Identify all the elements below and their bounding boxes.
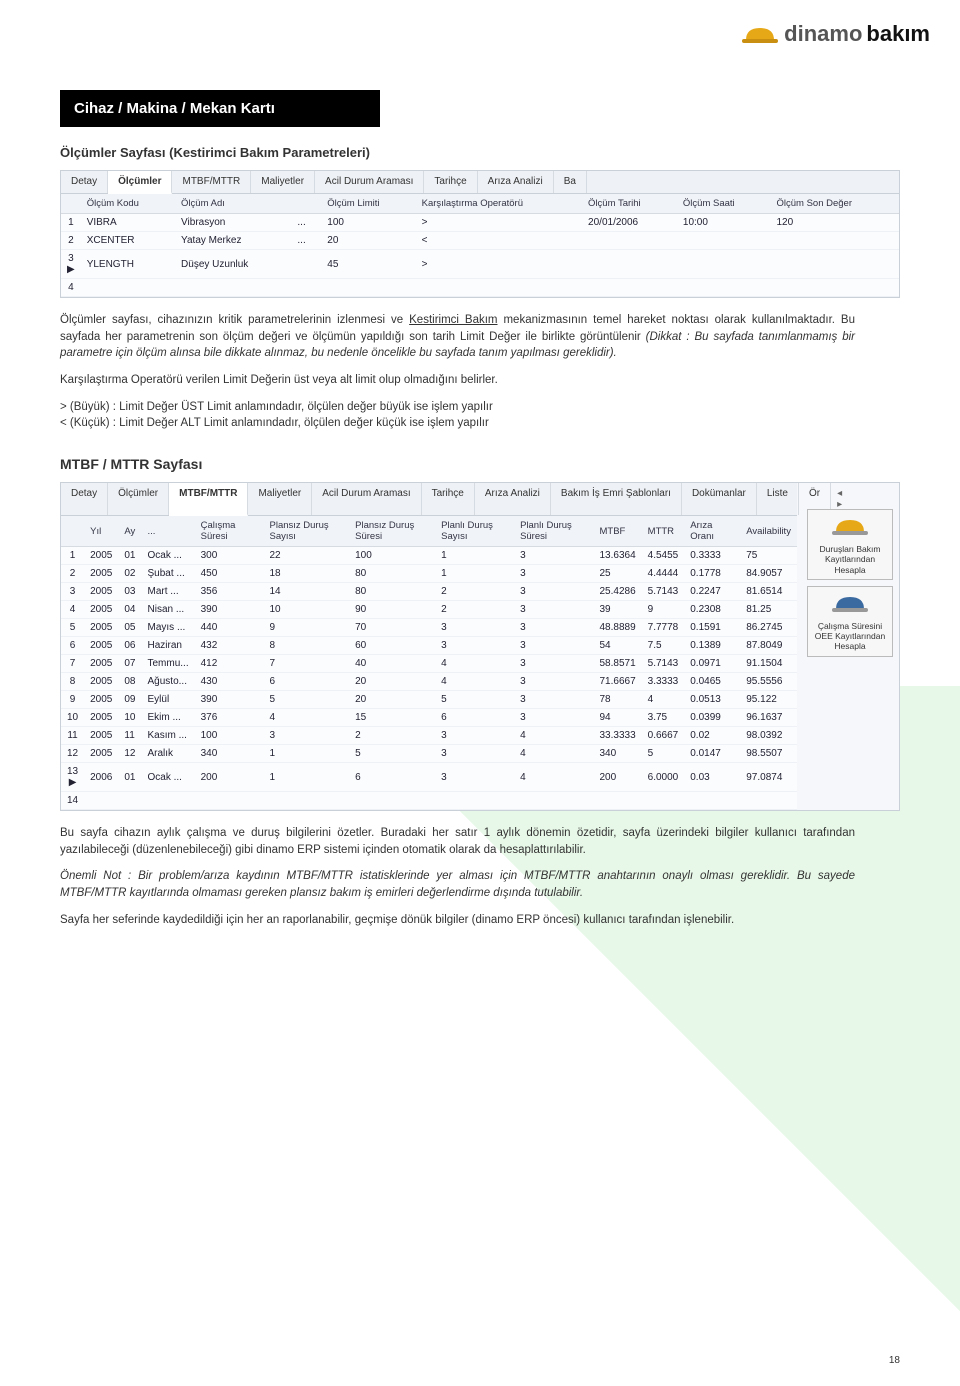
- table-row[interactable]: 3200503Mart ...35614802325.42865.71430.2…: [61, 583, 797, 601]
- table-row[interactable]: 1VIBRAVibrasyon...100>20/01/200610:00120: [61, 214, 899, 232]
- side-action-button[interactable]: Çalışma Süresini OEE Kayıtlarından Hesap…: [807, 586, 893, 657]
- table-row[interactable]: 4: [61, 279, 899, 297]
- paragraph-5: Önemli Not : Bir problem/arıza kaydının …: [60, 868, 855, 901]
- column-header: Planlı Duruş Sayısı: [435, 516, 514, 547]
- tab-acil-durum-aramas-[interactable]: Acil Durum Araması: [312, 483, 421, 515]
- table-row[interactable]: 2XCENTERYatay Merkez...20<: [61, 232, 899, 250]
- tab-liste[interactable]: Liste: [757, 483, 799, 515]
- table-row[interactable]: 3 ▶YLENGTHDüşey Uzunluk45>: [61, 250, 899, 279]
- tab-maliyetler[interactable]: Maliyetler: [251, 171, 315, 193]
- table-row[interactable]: 1200501Ocak ...300221001313.63644.54550.…: [61, 547, 797, 565]
- column-header: Ölçüm Kodu: [81, 194, 175, 214]
- paragraph-1: Ölçümler sayfası, cihazınızın kritik par…: [60, 312, 855, 362]
- paragraph-2: Karşılaştırma Operatörü verilen Limit De…: [60, 372, 855, 389]
- table-row[interactable]: 2200502Şubat ...450188013254.44440.17788…: [61, 565, 797, 583]
- tab-tarih-e[interactable]: Tarihçe: [424, 171, 477, 193]
- tab-mtbf-mttr[interactable]: MTBF/MTTR: [172, 171, 251, 193]
- table-row[interactable]: 11200511Kasım ...100323433.33330.66670.0…: [61, 727, 797, 745]
- paragraph-4: Bu sayfa cihazın aylık çalışma ve duruş …: [60, 825, 855, 858]
- tabbar-1: DetayÖlçümlerMTBF/MTTRMaliyetlerAcil Dur…: [61, 171, 899, 194]
- tab-detay[interactable]: Detay: [61, 483, 108, 515]
- column-header: Ölçüm Adı: [175, 194, 291, 214]
- column-header: ...: [142, 516, 195, 547]
- table-row[interactable]: 13 ▶200601Ocak ...20016342006.00000.0397…: [61, 763, 797, 792]
- paragraph-6: Sayfa her seferinde kaydedildiği için he…: [60, 912, 855, 929]
- table-row[interactable]: 5200505Mayıs ...4409703348.88897.77780.1…: [61, 619, 797, 637]
- table-row[interactable]: 8200508Ağusto...4306204371.66673.33330.0…: [61, 673, 797, 691]
- side-action-button[interactable]: Duruşları Bakım Kayıtlarından Hesapla: [807, 509, 893, 580]
- column-header: [291, 194, 321, 214]
- column-header: [61, 516, 84, 547]
- tab-ar-za-analizi[interactable]: Arıza Analizi: [475, 483, 551, 515]
- helmet-icon: [830, 591, 870, 617]
- column-header: Yıl: [84, 516, 118, 547]
- column-header: Çalışma Süresi: [195, 516, 264, 547]
- section2-heading: MTBF / MTTR Sayfası: [60, 456, 900, 472]
- tab-dok-manlar[interactable]: Dokümanlar: [682, 483, 757, 515]
- side-panel: Duruşları Bakım Kayıtlarından HesaplaÇal…: [807, 509, 893, 657]
- column-header: Plansız Duruş Sayısı: [264, 516, 350, 547]
- column-header: Arıza Oranı: [684, 516, 740, 547]
- column-header: Ölçüm Son Değer: [770, 194, 899, 214]
- page-title: Cihaz / Makina / Mekan Kartı: [60, 90, 380, 127]
- tab-ba[interactable]: Ba: [554, 171, 587, 193]
- column-header: [61, 194, 81, 214]
- mtbf-ui-frame: DetayÖlçümlerMTBF/MTTRMaliyetlerAcil Dur…: [60, 482, 900, 811]
- column-header: Ölçüm Limiti: [321, 194, 415, 214]
- helmet-icon: [740, 20, 780, 48]
- olcumler-grid: Ölçüm KoduÖlçüm Adı Ölçüm LimitiKarşılaşt…: [61, 194, 899, 297]
- logo-text-1: dinamo: [784, 21, 862, 47]
- table-row[interactable]: 6200506Haziran43286033547.50.138987.8049: [61, 637, 797, 655]
- page-number: 18: [889, 1355, 900, 1366]
- column-header: Ölçüm Saati: [677, 194, 771, 214]
- table-row[interactable]: 9200509Eylül390520537840.051395.122: [61, 691, 797, 709]
- column-header: Ölçüm Tarihi: [582, 194, 677, 214]
- column-header: Ay: [118, 516, 141, 547]
- table-row[interactable]: 14: [61, 792, 797, 810]
- table-row[interactable]: 4200504Nisan ...3901090233990.230881.25: [61, 601, 797, 619]
- paragraph-3: > (Büyük) : Limit Değer ÜST Limit anlamı…: [60, 399, 855, 432]
- column-header: Availability: [740, 516, 797, 547]
- column-header: Plansız Duruş Süresi: [349, 516, 435, 547]
- tab-ar-za-analizi[interactable]: Arıza Analizi: [478, 171, 554, 193]
- tab--l-mler[interactable]: Ölçümler: [108, 171, 172, 194]
- tabbar-2: DetayÖlçümlerMTBF/MTTRMaliyetlerAcil Dur…: [61, 483, 797, 516]
- logo-text-2: bakım: [866, 21, 930, 47]
- olcumler-ui-frame: DetayÖlçümlerMTBF/MTTRMaliyetlerAcil Dur…: [60, 170, 900, 298]
- section1-heading: Ölçümler Sayfası (Kestirimci Bakım Param…: [60, 145, 900, 160]
- mtbf-grid: YılAy...Çalışma SüresiPlansız Duruş Sayı…: [61, 516, 797, 810]
- tab-mtbf-mttr[interactable]: MTBF/MTTR: [169, 483, 248, 516]
- helmet-icon: [830, 514, 870, 540]
- column-header: MTBF: [594, 516, 642, 547]
- column-header: MTTR: [642, 516, 685, 547]
- table-row[interactable]: 10200510Ekim ...37641563943.750.039996.1…: [61, 709, 797, 727]
- logo: dinamobakım: [740, 20, 930, 48]
- column-header: Planlı Duruş Süresi: [514, 516, 593, 547]
- tab-tarih-e[interactable]: Tarihçe: [422, 483, 475, 515]
- table-row[interactable]: 12200512Aralık340153434050.014798.5507: [61, 745, 797, 763]
- tab-maliyetler[interactable]: Maliyetler: [248, 483, 312, 515]
- column-header: Karşılaştırma Operatörü: [416, 194, 582, 214]
- tab-detay[interactable]: Detay: [61, 171, 108, 193]
- tab-bak-m-i-emri-ablonlar-[interactable]: Bakım İş Emri Şablonları: [551, 483, 682, 515]
- tab--l-mler[interactable]: Ölçümler: [108, 483, 169, 515]
- tab-acil-durum-aramas-[interactable]: Acil Durum Araması: [315, 171, 424, 193]
- table-row[interactable]: 7200507Temmu...4127404358.85715.71430.09…: [61, 655, 797, 673]
